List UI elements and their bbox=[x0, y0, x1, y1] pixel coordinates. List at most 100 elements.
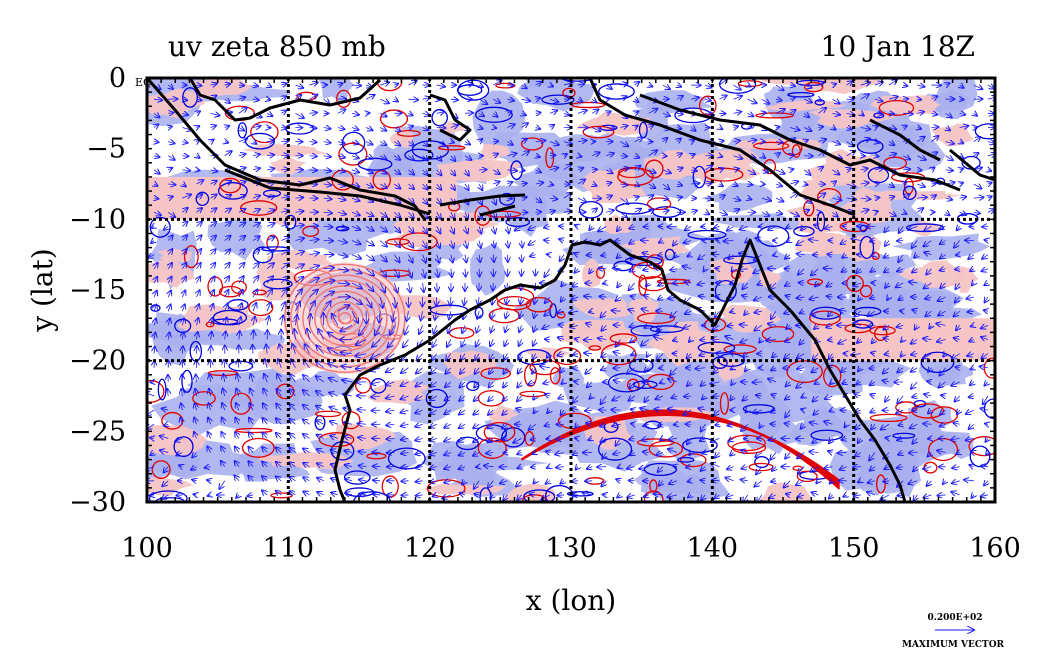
positive-vorticity-patch bbox=[898, 260, 967, 288]
wind-vector bbox=[267, 99, 270, 100]
negative-contour bbox=[810, 429, 844, 441]
negative-contour bbox=[692, 165, 707, 189]
positive-contour bbox=[192, 391, 216, 406]
wind-vector bbox=[394, 142, 400, 146]
wind-vector bbox=[776, 127, 779, 128]
wind-vector bbox=[224, 151, 232, 156]
wind-vector bbox=[818, 82, 823, 85]
x-tick-labels: 100 110 120 130 140 150 160 bbox=[121, 533, 1021, 564]
wind-vector bbox=[182, 156, 188, 157]
wind-vector bbox=[521, 123, 528, 127]
positive-contour bbox=[796, 470, 818, 483]
wind-vector bbox=[479, 113, 484, 116]
negative-contour bbox=[718, 78, 757, 94]
wind-vector bbox=[838, 453, 847, 454]
positive-contour bbox=[549, 367, 561, 385]
positive-vorticity-patch bbox=[809, 108, 896, 129]
wind-vector bbox=[902, 156, 910, 160]
positive-contour bbox=[151, 460, 171, 479]
negative-contour bbox=[578, 200, 604, 219]
wind-vector bbox=[635, 82, 640, 85]
wind-vector bbox=[196, 170, 199, 171]
wind-vector bbox=[818, 108, 826, 114]
wind-vector bbox=[493, 113, 497, 116]
wind-vector bbox=[620, 142, 628, 147]
wind-vector bbox=[351, 142, 359, 144]
wind-vector bbox=[267, 85, 271, 87]
wind-vector bbox=[753, 382, 762, 383]
wind-vector bbox=[365, 156, 373, 159]
wind-vector bbox=[620, 126, 627, 128]
wind-vector bbox=[210, 170, 218, 172]
wind-vector bbox=[225, 142, 228, 143]
wind-vector bbox=[888, 97, 898, 100]
negative-contour bbox=[195, 191, 210, 207]
negative-vorticity-patch bbox=[470, 242, 506, 296]
negative-vorticity-patch bbox=[234, 443, 302, 482]
wind-vector bbox=[620, 96, 626, 99]
wind-vector bbox=[762, 156, 765, 158]
wind-vector bbox=[154, 156, 159, 157]
x-tick-label: 120 bbox=[404, 533, 456, 564]
wind-vector bbox=[535, 141, 546, 142]
wind-vector bbox=[535, 82, 542, 85]
wind-vector bbox=[705, 99, 711, 101]
positive-contour bbox=[873, 326, 888, 342]
wind-vector bbox=[931, 136, 938, 142]
wind-vector bbox=[662, 113, 670, 116]
wind-vector bbox=[196, 85, 201, 86]
wind-vector bbox=[563, 83, 572, 85]
wind-vector bbox=[182, 99, 187, 100]
wind-vector bbox=[182, 142, 187, 143]
wind-vector bbox=[536, 98, 541, 99]
wind-vector bbox=[196, 126, 199, 127]
wind-vector bbox=[903, 85, 907, 86]
wind-vector bbox=[295, 85, 303, 88]
wind-vector bbox=[238, 97, 245, 99]
wind-vector bbox=[323, 127, 331, 128]
wind-vector bbox=[861, 113, 864, 115]
wind-vector bbox=[572, 481, 579, 482]
wind-vector bbox=[182, 113, 188, 115]
vector-legend-caption: MAXIMUM VECTOR bbox=[902, 640, 1005, 650]
wind-vector bbox=[238, 108, 247, 114]
wind-vector bbox=[874, 99, 883, 101]
negative-vorticity-patch bbox=[237, 372, 323, 425]
wind-vector bbox=[577, 110, 587, 113]
wind-vector bbox=[733, 141, 740, 142]
wind-vector bbox=[338, 83, 343, 85]
wind-vector bbox=[776, 153, 780, 156]
wind-vector bbox=[888, 127, 896, 129]
negative-contour bbox=[566, 491, 594, 497]
wind-vector bbox=[252, 154, 260, 155]
wind-vector bbox=[521, 99, 531, 101]
wind-vector bbox=[267, 155, 274, 156]
wind-vector bbox=[946, 127, 950, 130]
wind-vector bbox=[309, 112, 317, 113]
wind-vector bbox=[762, 113, 766, 114]
wind-vector bbox=[733, 96, 742, 99]
wind-vector bbox=[549, 99, 559, 102]
wind-vector bbox=[507, 254, 508, 262]
wind-vector bbox=[536, 113, 541, 114]
x-tick-label: 160 bbox=[969, 533, 1021, 564]
wind-vector bbox=[154, 99, 162, 100]
positive-contour bbox=[525, 296, 553, 313]
wind-vector bbox=[592, 127, 600, 131]
negative-contour bbox=[920, 351, 955, 373]
wind-vector bbox=[267, 113, 272, 116]
wind-vector bbox=[281, 127, 286, 128]
wind-vector bbox=[635, 111, 639, 113]
wind-vector bbox=[238, 139, 247, 142]
wind-vector bbox=[154, 142, 158, 143]
wind-vector bbox=[578, 99, 582, 101]
wind-vector bbox=[451, 156, 455, 161]
wind-vector bbox=[464, 156, 471, 160]
wind-vector bbox=[578, 156, 581, 157]
wind-vector bbox=[875, 126, 878, 127]
wind-vector bbox=[210, 113, 220, 115]
wind-vector bbox=[677, 85, 681, 87]
wind-vector bbox=[789, 127, 800, 130]
positive-contour bbox=[755, 112, 794, 119]
wind-vector bbox=[476, 467, 479, 468]
